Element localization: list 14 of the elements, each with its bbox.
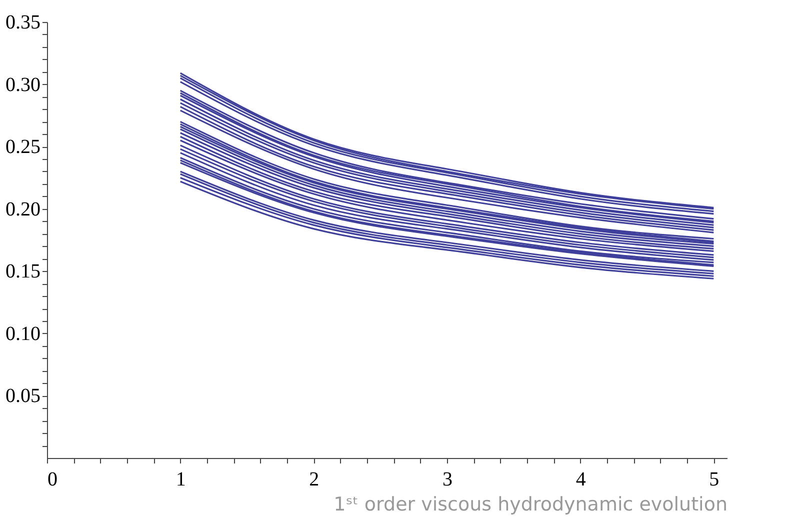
x-tick-label: 1	[176, 468, 186, 490]
y-tick-label: 0.20	[6, 198, 40, 220]
y-tick-label: 0.05	[6, 385, 40, 408]
x-tick-label: 5	[709, 468, 720, 490]
y-tick-label: 0.35	[6, 12, 40, 34]
x-tick-label: 3	[442, 468, 452, 490]
x-axis-title: 1ˢᵗ order viscous hydrodynamic evolution	[334, 494, 728, 516]
y-tick-label: 0.30	[6, 74, 40, 96]
y-tick-label: 0.15	[6, 260, 40, 283]
y-tick-label: 0.10	[6, 322, 40, 345]
x-tick-label: 0	[48, 468, 58, 490]
y-tick-label: 0.25	[6, 136, 40, 158]
x-tick-label: 4	[576, 468, 586, 490]
x-tick-label: 2	[309, 468, 320, 490]
